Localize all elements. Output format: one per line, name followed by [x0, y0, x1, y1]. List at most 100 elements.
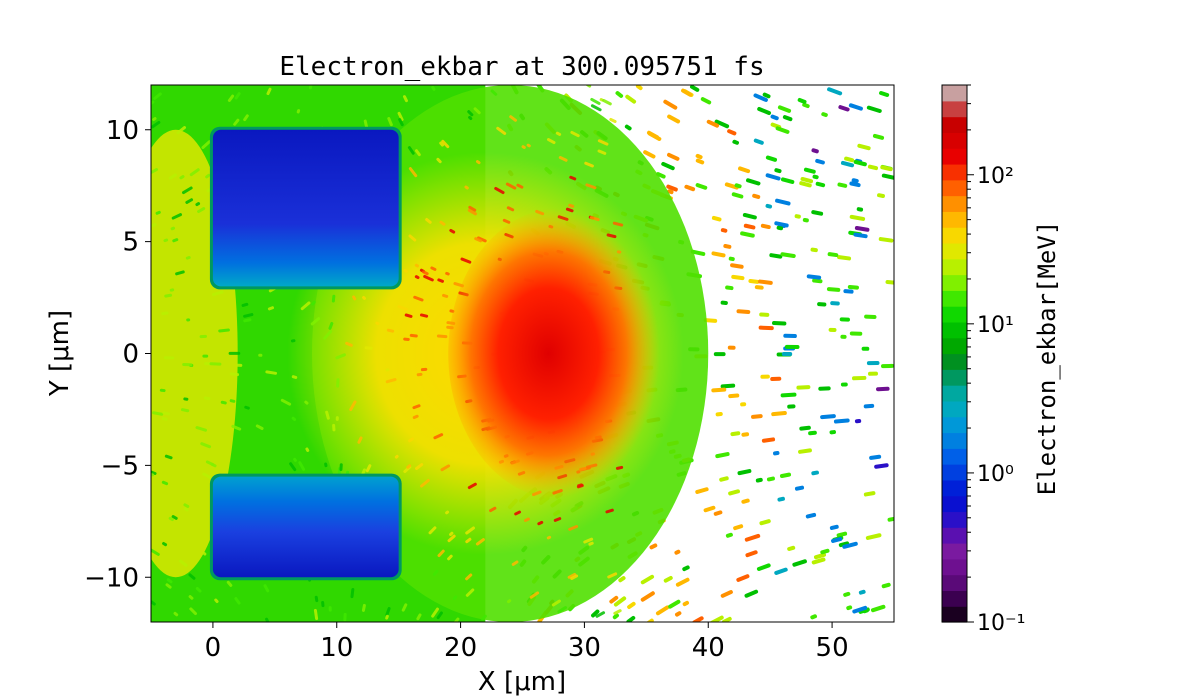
energy-streak: [853, 159, 867, 167]
energy-streak: [876, 386, 890, 392]
colorbar-label: Electron_ekbar[MeV]: [1033, 221, 1061, 496]
energy-streak: [189, 607, 197, 616]
energy-streak: [199, 334, 207, 339]
colorbar-tick-label: 10⁰: [977, 462, 1014, 487]
energy-streak: [161, 417, 168, 421]
energy-streak: [868, 371, 878, 376]
energy-streak: [496, 126, 507, 135]
energy-streak: [738, 166, 751, 174]
energy-streak: [161, 480, 169, 486]
energy-streak: [854, 226, 870, 232]
energy-streak: [734, 183, 742, 189]
energy-streak: [321, 601, 325, 608]
energy-streak: [397, 305, 408, 311]
energy-streak: [742, 212, 757, 220]
energy-streak: [820, 414, 836, 420]
energy-streak: [817, 302, 827, 307]
energy-streak: [748, 278, 760, 284]
energy-streak: [867, 164, 879, 171]
x-tick-label: 40: [692, 633, 725, 663]
energy-streak: [849, 331, 863, 336]
energy-streak: [711, 387, 727, 393]
energy-streak: [709, 615, 724, 622]
energy-streak: [447, 554, 453, 561]
energy-streak: [291, 416, 297, 421]
energy-streak: [661, 161, 675, 171]
energy-streak: [833, 418, 850, 424]
x-axis: 0 10 20 30 40 50: [205, 622, 849, 663]
energy-streak: [265, 370, 278, 375]
energy-streak: [618, 576, 626, 583]
energy-streak: [304, 400, 309, 405]
energy-streak: [826, 287, 841, 292]
colorbar-segment: [942, 258, 967, 276]
energy-streak: [412, 414, 419, 420]
energy-streak: [829, 430, 836, 435]
energy-streak: [227, 94, 235, 102]
energy-streak: [821, 112, 828, 118]
energy-streak: [878, 237, 894, 243]
energy-streak: [289, 462, 297, 472]
energy-streak: [757, 106, 772, 116]
energy-streak: [840, 160, 855, 168]
energy-streak: [402, 95, 408, 103]
energy-streak: [243, 114, 249, 122]
energy-streak: [706, 119, 720, 128]
energy-streak: [879, 91, 890, 97]
energy-streak: [422, 270, 429, 276]
energy-streak: [700, 97, 712, 105]
energy-streak: [465, 573, 473, 581]
energy-streak: [695, 487, 709, 494]
energy-streak: [514, 510, 521, 516]
energy-streak: [267, 306, 274, 311]
energy-streak: [476, 236, 487, 243]
energy-streak: [856, 207, 864, 212]
energy-streak: [640, 574, 655, 585]
colorbar-segment: [942, 606, 967, 623]
energy-streak: [447, 534, 456, 543]
energy-streak: [314, 595, 319, 603]
colorbar-tick-label: 10¹: [977, 313, 1014, 338]
energy-streak: [323, 329, 333, 340]
energy-streak: [151, 548, 160, 556]
energy-streak: [234, 597, 241, 605]
energy-streak: [352, 295, 357, 301]
energy-streak: [663, 99, 678, 110]
energy-streak: [728, 393, 740, 399]
energy-streak: [386, 328, 395, 333]
energy-streak: [719, 476, 729, 482]
energy-streak: [703, 505, 716, 513]
energy-streak: [758, 279, 773, 285]
energy-streak: [794, 214, 801, 219]
energy-streak: [339, 463, 343, 471]
energy-streak: [730, 263, 744, 269]
colorbar-segment: [942, 195, 967, 212]
colorbar-segment: [942, 274, 967, 291]
energy-streak: [771, 411, 787, 417]
energy-streak: [437, 549, 445, 558]
energy-streak: [416, 613, 422, 621]
energy-streak: [775, 126, 790, 134]
energy-streak: [818, 386, 831, 391]
colorbar-segment: [942, 353, 967, 370]
energy-streak: [439, 220, 446, 226]
energy-streak: [214, 598, 219, 604]
colorbar-tick-label: 10²: [977, 164, 1014, 189]
energy-streak: [590, 104, 602, 112]
energy-streak: [185, 255, 191, 260]
energy-streak: [169, 288, 175, 292]
energy-streak: [595, 611, 606, 618]
energy-streak: [200, 442, 212, 449]
x-axis-label: X [μm]: [478, 667, 566, 697]
energy-streak: [759, 519, 771, 526]
low-energy-regions: [209, 126, 402, 581]
energy-streak: [766, 476, 775, 482]
energy-streak: [858, 589, 866, 595]
colorbar-tick-label: 10⁻¹: [977, 611, 1025, 636]
energy-streak: [586, 85, 592, 88]
energy-streak: [430, 266, 437, 271]
energy-streak: [568, 203, 575, 208]
energy-streak: [441, 139, 450, 149]
energy-streak: [753, 93, 768, 102]
colorbar-segment: [942, 148, 967, 165]
